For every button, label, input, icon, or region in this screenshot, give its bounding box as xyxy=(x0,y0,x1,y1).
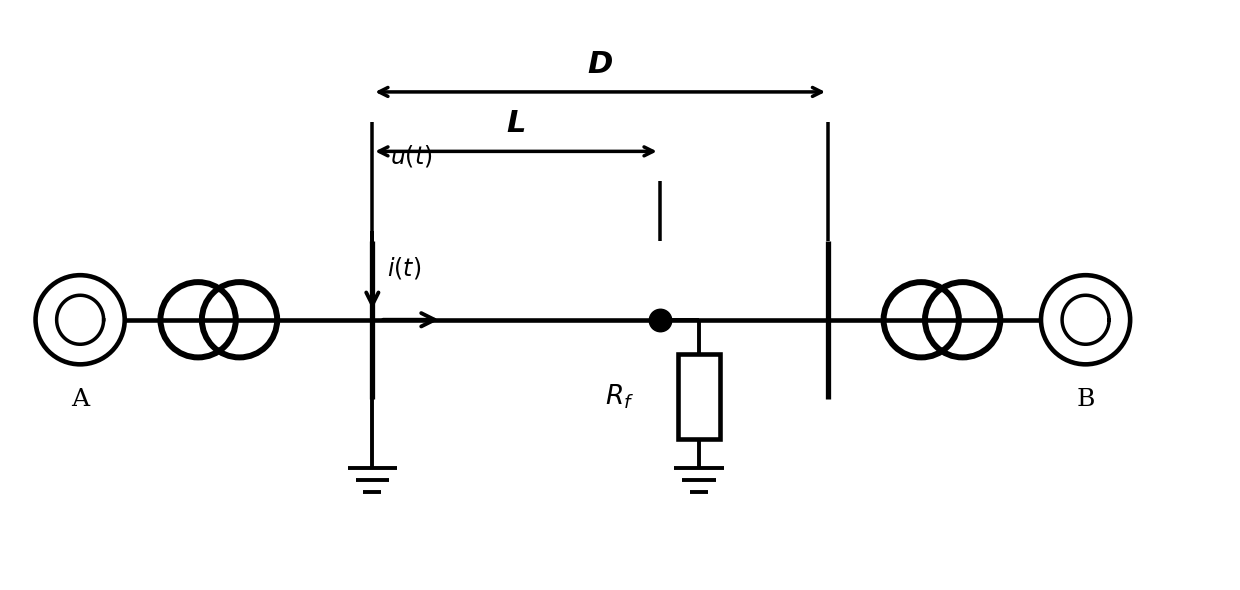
Text: A: A xyxy=(71,388,89,411)
Bar xyxy=(678,355,720,438)
Text: $i(t)$: $i(t)$ xyxy=(387,255,422,281)
Text: B: B xyxy=(1076,388,1095,411)
Text: $u(t)$: $u(t)$ xyxy=(391,143,433,169)
Text: $\boldsymbol{L}$: $\boldsymbol{L}$ xyxy=(506,108,526,139)
Text: $\boldsymbol{D}$: $\boldsymbol{D}$ xyxy=(588,49,614,80)
Text: $R_f$: $R_f$ xyxy=(605,382,635,411)
